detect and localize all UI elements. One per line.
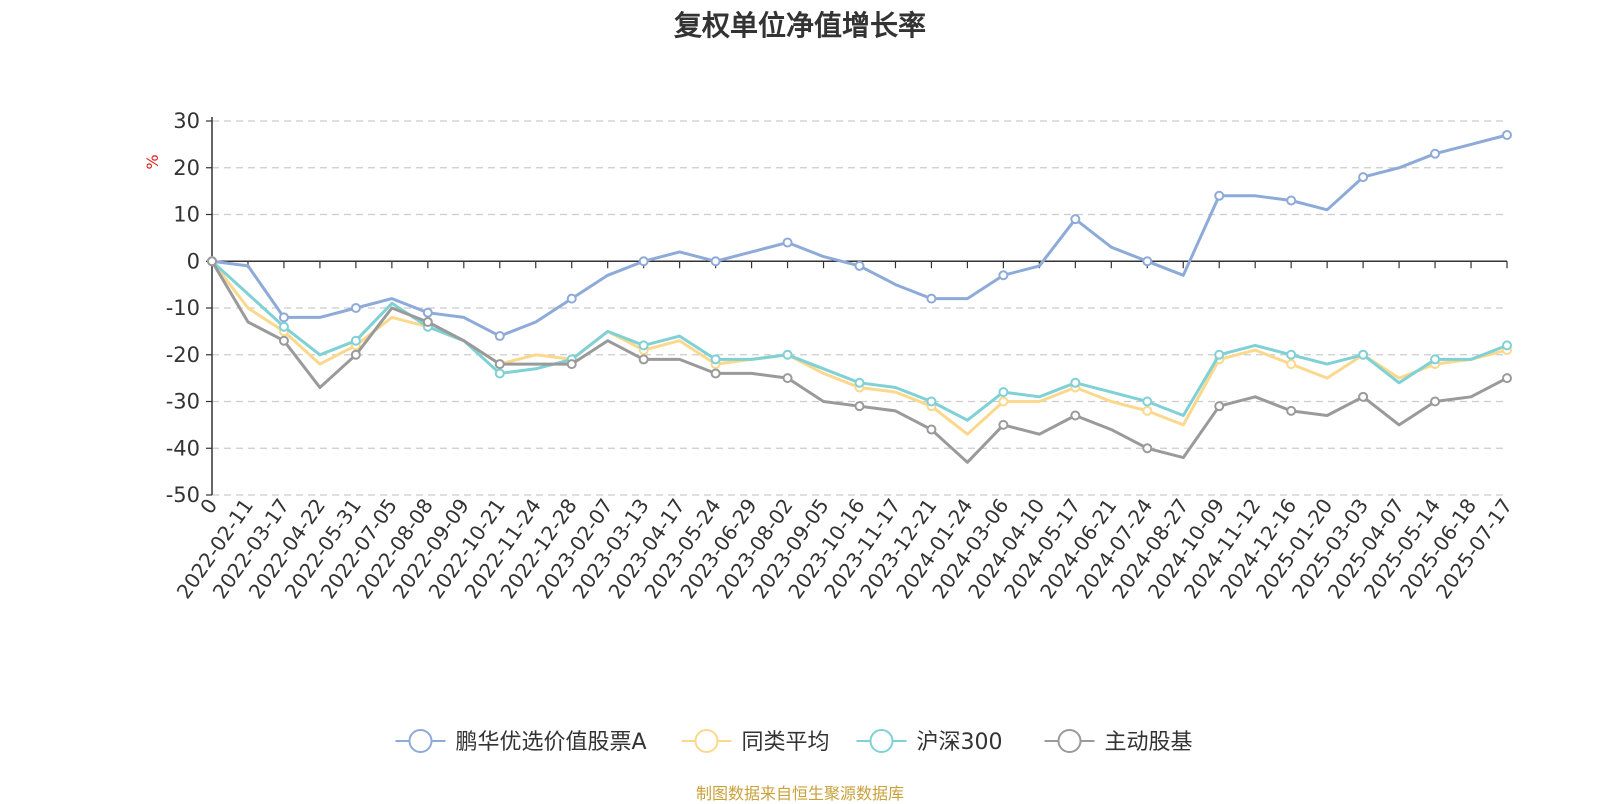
- data-point: [782, 349, 793, 360]
- data-point: [1286, 359, 1297, 370]
- data-point: [278, 312, 289, 323]
- y-tick-label: 10: [173, 203, 200, 227]
- data-point: [926, 424, 937, 435]
- data-point: [1070, 214, 1081, 225]
- data-point: [1502, 373, 1512, 384]
- data-point: [998, 387, 1009, 398]
- data-point: [1286, 405, 1297, 416]
- y-tick-label: 0: [187, 249, 200, 273]
- y-tick-label: 20: [173, 156, 200, 180]
- data-point: [566, 293, 577, 304]
- data-point: [1286, 349, 1297, 360]
- grid-lines: [212, 120, 1507, 496]
- legend[interactable]: 鹏华优选价值股票A 同类平均 沪深300 主动股基: [395, 729, 1193, 755]
- legend-marker: [408, 729, 433, 753]
- legend-label: 鹏华优选价值股票A: [456, 730, 647, 755]
- data-point: [998, 396, 1009, 407]
- y-axis-unit-label: %: [143, 154, 162, 169]
- series-line: [211, 133, 1508, 338]
- data-point: [854, 401, 865, 412]
- data-point: [710, 256, 721, 267]
- data-point: [998, 419, 1009, 430]
- series-2: [207, 256, 1512, 422]
- data-point: [422, 317, 433, 328]
- legend-item-1[interactable]: 同类平均: [681, 729, 830, 755]
- data-point: [350, 303, 361, 313]
- data-point: [1430, 148, 1441, 159]
- data-point: [494, 331, 505, 342]
- data-point: [1502, 340, 1512, 351]
- data-point: [1070, 410, 1081, 421]
- legend-marker: [869, 729, 894, 753]
- series-line: [210, 260, 1508, 422]
- data-point: [782, 237, 793, 248]
- data-point: [494, 359, 505, 370]
- data-point: [854, 377, 865, 388]
- series-lines: [207, 130, 1512, 464]
- y-tick-label: -20: [166, 343, 200, 367]
- legend-item-0[interactable]: 鹏华优选价值股票A: [395, 729, 647, 755]
- data-point: [1286, 195, 1297, 206]
- data-point: [422, 307, 433, 318]
- data-point: [926, 293, 937, 304]
- data-point: [1502, 130, 1512, 141]
- data-point: [1358, 391, 1369, 402]
- data-point: [854, 260, 865, 271]
- y-tick-label: -50: [166, 483, 200, 507]
- legend-label: 沪深300: [917, 730, 1003, 755]
- data-point: [1142, 396, 1153, 407]
- data-point: [1142, 256, 1153, 267]
- data-point: [1070, 377, 1081, 388]
- y-tick-label: -40: [166, 436, 200, 460]
- data-point: [207, 256, 217, 267]
- data-point: [278, 335, 289, 346]
- data-point: [1430, 354, 1441, 365]
- data-point: [710, 354, 721, 365]
- legend-item-2[interactable]: 沪深300: [856, 729, 1003, 755]
- data-point: [1214, 349, 1225, 360]
- y-tick-label: -30: [166, 390, 200, 414]
- data-point: [350, 335, 361, 346]
- series-3: [207, 256, 1512, 464]
- legend-marker: [1057, 729, 1082, 753]
- y-tick-label: -10: [166, 296, 200, 320]
- data-point: [566, 359, 577, 370]
- data-point: [1358, 349, 1369, 360]
- data-point: [350, 349, 361, 360]
- data-point: [638, 340, 649, 351]
- data-point: [1214, 401, 1225, 412]
- data-point: [1358, 172, 1369, 183]
- series-0: [207, 130, 1512, 342]
- data-point: [998, 270, 1009, 281]
- y-tick-label: 30: [173, 109, 200, 133]
- data-point: [710, 368, 721, 379]
- data-point: [1142, 405, 1153, 416]
- legend-label: 同类平均: [742, 730, 830, 755]
- data-point: [782, 373, 793, 384]
- data-point: [926, 396, 937, 407]
- data-point: [494, 368, 505, 379]
- legend-label: 主动股基: [1105, 730, 1193, 755]
- data-source-note: 制图数据来自恒生聚源数据库: [695, 784, 904, 803]
- data-point: [638, 256, 649, 267]
- data-point: [278, 321, 289, 332]
- legend-marker: [694, 729, 719, 753]
- data-point: [1430, 396, 1441, 407]
- legend-item-3[interactable]: 主动股基: [1044, 729, 1193, 755]
- chart-title: 复权单位净值增长率: [673, 9, 926, 42]
- axes: 3020100-10-20-30-40-5002022-02-112022-03…: [166, 109, 1517, 603]
- data-point: [1214, 190, 1225, 201]
- data-point: [1142, 443, 1153, 454]
- data-point: [638, 354, 649, 365]
- x-tick-label: 0: [195, 494, 222, 518]
